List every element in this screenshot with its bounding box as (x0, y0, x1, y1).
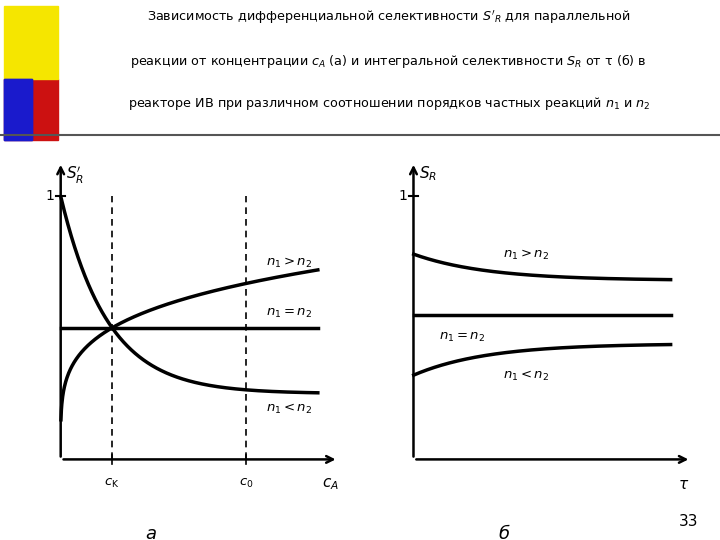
Text: $n_1<n_2$: $n_1<n_2$ (266, 401, 312, 415)
Text: $c_\mathrm{K}$: $c_\mathrm{K}$ (104, 476, 120, 490)
Text: $c_A$: $c_A$ (323, 476, 339, 492)
Text: $n_1>n_2$: $n_1>n_2$ (266, 255, 312, 270)
Text: 33: 33 (679, 514, 698, 529)
Text: $n_1=n_2$: $n_1=n_2$ (439, 330, 485, 343)
Text: реакторе ИВ при различном соотношении порядков частных реакций $n_1$ и $n_2$: реакторе ИВ при различном соотношении по… (127, 96, 650, 112)
Bar (4, 79, 32, 140)
Text: $n_1=n_2$: $n_1=n_2$ (266, 307, 312, 320)
Bar (4, 79, 58, 140)
Text: $n_1>n_2$: $n_1>n_2$ (503, 248, 549, 262)
Text: $S_R$: $S_R$ (418, 165, 437, 184)
Text: Зависимость дифференциальной селективности $S'_R$ для параллельной: Зависимость дифференциальной селективнос… (147, 9, 631, 26)
Text: 1: 1 (45, 189, 54, 203)
Text: $n_1<n_2$: $n_1<n_2$ (503, 369, 549, 383)
Text: а: а (145, 525, 157, 540)
Bar (4, 79, 32, 140)
Text: $c_0$: $c_0$ (238, 476, 253, 490)
Text: $S_R^{\prime}$: $S_R^{\prime}$ (66, 165, 84, 186)
Text: $\tau$: $\tau$ (678, 476, 689, 491)
Text: реакции от концентрации $c_A$ (а) и интегральной селективности $S_R$ от τ (б) в: реакции от концентрации $c_A$ (а) и инте… (130, 52, 647, 70)
Bar (4, 5, 58, 79)
Text: 1: 1 (398, 189, 407, 203)
Text: б: б (498, 525, 510, 540)
